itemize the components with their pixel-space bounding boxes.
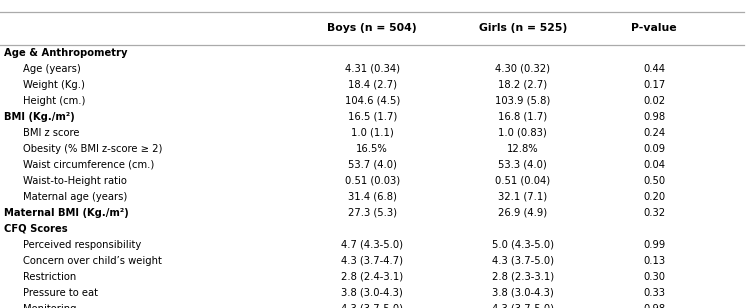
Text: Age & Anthropometry: Age & Anthropometry bbox=[4, 48, 127, 58]
Text: 0.51 (0.03): 0.51 (0.03) bbox=[344, 176, 400, 186]
Text: 0.13: 0.13 bbox=[643, 256, 666, 266]
Text: P-value: P-value bbox=[632, 23, 677, 34]
Text: Pressure to eat: Pressure to eat bbox=[23, 288, 98, 298]
Text: 0.32: 0.32 bbox=[643, 208, 666, 218]
Text: 5.0 (4.3-5.0): 5.0 (4.3-5.0) bbox=[492, 240, 553, 250]
Text: 4.30 (0.32): 4.30 (0.32) bbox=[495, 64, 550, 74]
Text: Obesity (% BMI z-score ≥ 2): Obesity (% BMI z-score ≥ 2) bbox=[23, 144, 162, 154]
Text: 12.8%: 12.8% bbox=[507, 144, 538, 154]
Text: Maternal age (years): Maternal age (years) bbox=[23, 192, 127, 202]
Text: 4.3 (3.7-4.7): 4.3 (3.7-4.7) bbox=[341, 256, 403, 266]
Text: 0.30: 0.30 bbox=[643, 272, 666, 282]
Text: 18.4 (2.7): 18.4 (2.7) bbox=[347, 80, 397, 90]
Text: Concern over child’s weight: Concern over child’s weight bbox=[23, 256, 162, 266]
Text: 0.98: 0.98 bbox=[643, 112, 666, 122]
Text: 16.5 (1.7): 16.5 (1.7) bbox=[347, 112, 397, 122]
Text: Waist-to-Height ratio: Waist-to-Height ratio bbox=[23, 176, 126, 186]
Text: 0.17: 0.17 bbox=[643, 80, 666, 90]
Text: 4.3 (3.7-5.0): 4.3 (3.7-5.0) bbox=[341, 304, 403, 308]
Text: 4.3 (3.7-5.0): 4.3 (3.7-5.0) bbox=[492, 304, 553, 308]
Text: Height (cm.): Height (cm.) bbox=[23, 96, 85, 106]
Text: 26.9 (4.9): 26.9 (4.9) bbox=[498, 208, 547, 218]
Text: CFQ Scores: CFQ Scores bbox=[4, 224, 68, 234]
Text: 18.2 (2.7): 18.2 (2.7) bbox=[498, 80, 547, 90]
Text: 4.3 (3.7-5.0): 4.3 (3.7-5.0) bbox=[492, 256, 553, 266]
Text: 4.7 (4.3-5.0): 4.7 (4.3-5.0) bbox=[341, 240, 403, 250]
Text: Maternal BMI (Kg./m²): Maternal BMI (Kg./m²) bbox=[4, 208, 129, 218]
Text: Girls (n = 525): Girls (n = 525) bbox=[478, 23, 567, 34]
Text: 16.5%: 16.5% bbox=[356, 144, 388, 154]
Text: 32.1 (7.1): 32.1 (7.1) bbox=[498, 192, 547, 202]
Text: BMI (Kg./m²): BMI (Kg./m²) bbox=[4, 112, 74, 122]
Text: 0.44: 0.44 bbox=[643, 64, 666, 74]
Text: Monitoring: Monitoring bbox=[23, 304, 76, 308]
Text: 0.51 (0.04): 0.51 (0.04) bbox=[495, 176, 550, 186]
Text: 1.0 (0.83): 1.0 (0.83) bbox=[499, 128, 547, 138]
Text: 104.6 (4.5): 104.6 (4.5) bbox=[344, 96, 400, 106]
Text: 103.9 (5.8): 103.9 (5.8) bbox=[495, 96, 550, 106]
Text: 0.20: 0.20 bbox=[643, 192, 666, 202]
Text: Restriction: Restriction bbox=[23, 272, 76, 282]
Text: 16.8 (1.7): 16.8 (1.7) bbox=[498, 112, 547, 122]
Text: Waist circumference (cm.): Waist circumference (cm.) bbox=[23, 160, 154, 170]
Text: 0.99: 0.99 bbox=[643, 240, 666, 250]
Text: Perceived responsibility: Perceived responsibility bbox=[23, 240, 141, 250]
Text: 0.04: 0.04 bbox=[643, 160, 666, 170]
Text: 31.4 (6.8): 31.4 (6.8) bbox=[348, 192, 396, 202]
Text: 0.02: 0.02 bbox=[643, 96, 666, 106]
Text: 4.31 (0.34): 4.31 (0.34) bbox=[344, 64, 400, 74]
Text: 2.8 (2.4-3.1): 2.8 (2.4-3.1) bbox=[341, 272, 403, 282]
Text: 53.3 (4.0): 53.3 (4.0) bbox=[499, 160, 547, 170]
Text: 53.7 (4.0): 53.7 (4.0) bbox=[348, 160, 396, 170]
Text: 0.09: 0.09 bbox=[643, 144, 666, 154]
Text: 3.8 (3.0-4.3): 3.8 (3.0-4.3) bbox=[341, 288, 403, 298]
Text: 0.98: 0.98 bbox=[643, 304, 666, 308]
Text: BMI z score: BMI z score bbox=[23, 128, 79, 138]
Text: Boys (n = 504): Boys (n = 504) bbox=[327, 23, 417, 34]
Text: Weight (Kg.): Weight (Kg.) bbox=[23, 80, 84, 90]
Text: 3.8 (3.0-4.3): 3.8 (3.0-4.3) bbox=[492, 288, 553, 298]
Text: Age (years): Age (years) bbox=[23, 64, 80, 74]
Text: 1.0 (1.1): 1.0 (1.1) bbox=[351, 128, 393, 138]
Text: 0.33: 0.33 bbox=[643, 288, 666, 298]
Text: 2.8 (2.3-3.1): 2.8 (2.3-3.1) bbox=[492, 272, 553, 282]
Text: 0.24: 0.24 bbox=[643, 128, 666, 138]
Text: 0.50: 0.50 bbox=[643, 176, 666, 186]
Text: 27.3 (5.3): 27.3 (5.3) bbox=[347, 208, 397, 218]
